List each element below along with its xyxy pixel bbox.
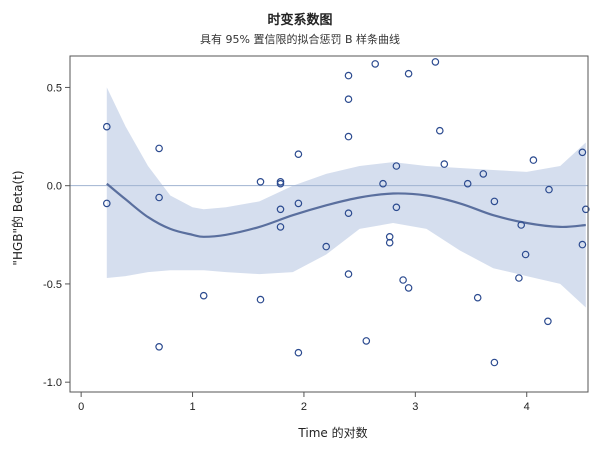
data-point bbox=[103, 199, 111, 208]
chart-title: 时变系数图 bbox=[267, 12, 332, 28]
data-point bbox=[294, 150, 303, 159]
data-point bbox=[490, 358, 499, 367]
x-tick-label: 2 bbox=[301, 401, 307, 413]
data-point bbox=[404, 284, 413, 292]
data-point bbox=[479, 170, 488, 178]
confidence-band bbox=[106, 87, 586, 308]
data-point bbox=[435, 126, 444, 135]
data-point bbox=[155, 144, 163, 153]
data-point bbox=[294, 199, 303, 208]
data-point bbox=[276, 179, 285, 188]
data-point bbox=[155, 342, 163, 351]
data-point bbox=[344, 209, 353, 218]
data-point bbox=[399, 276, 407, 284]
data-point bbox=[431, 58, 440, 66]
data-point bbox=[344, 132, 353, 141]
chart-subtitle: 具有 95% 置信限的拟合惩罚 B 样条曲线 bbox=[200, 32, 400, 46]
data-point bbox=[276, 223, 285, 231]
x-tick-label: 3 bbox=[412, 401, 418, 413]
data-point bbox=[521, 250, 530, 259]
data-point bbox=[103, 122, 111, 131]
x-axis-label: Time 的对数 bbox=[297, 425, 367, 440]
y-tick-label: -0.5 bbox=[43, 279, 62, 291]
data-point bbox=[463, 179, 472, 188]
y-tick-label: -1.0 bbox=[43, 377, 62, 389]
y-tick-label: 0.0 bbox=[47, 181, 62, 193]
data-point bbox=[490, 197, 499, 206]
data-point bbox=[256, 178, 265, 186]
data-point bbox=[322, 242, 331, 251]
data-point bbox=[362, 337, 371, 345]
data-point bbox=[392, 162, 401, 170]
plot-area: 0 1 2 3 4 0.5 0.0 -0.5 -1.0 bbox=[43, 55, 590, 413]
watermark-text: 知乎 @统计碎碎念 bbox=[460, 418, 585, 436]
data-point bbox=[517, 221, 526, 229]
data-point bbox=[256, 295, 265, 304]
x-tick-label: 4 bbox=[524, 401, 530, 413]
data-point bbox=[199, 291, 208, 300]
x-tick-label: 0 bbox=[78, 401, 84, 413]
data-point bbox=[385, 238, 394, 247]
data-point bbox=[578, 148, 587, 157]
fitted-curve bbox=[106, 182, 586, 238]
data-point bbox=[155, 193, 163, 202]
data-point bbox=[515, 274, 523, 282]
data-point bbox=[294, 348, 303, 357]
data-point bbox=[578, 240, 587, 249]
data-point bbox=[344, 71, 353, 80]
data-point bbox=[404, 69, 413, 78]
data-point bbox=[473, 293, 482, 302]
data-point bbox=[529, 156, 538, 164]
data-point bbox=[440, 160, 449, 168]
data-point bbox=[379, 179, 387, 188]
data-point bbox=[545, 185, 553, 194]
plot-frame bbox=[69, 55, 589, 393]
data-point bbox=[581, 205, 590, 214]
x-tick-label: 1 bbox=[189, 401, 195, 413]
data-point bbox=[392, 203, 401, 212]
y-axis-label: "HGB"的 Beta(t) bbox=[10, 170, 25, 265]
data-point bbox=[344, 270, 353, 278]
data-point bbox=[344, 95, 353, 104]
data-point bbox=[371, 60, 380, 68]
data-point bbox=[276, 205, 285, 214]
data-point bbox=[544, 317, 552, 326]
y-tick-label: 0.5 bbox=[47, 82, 62, 94]
